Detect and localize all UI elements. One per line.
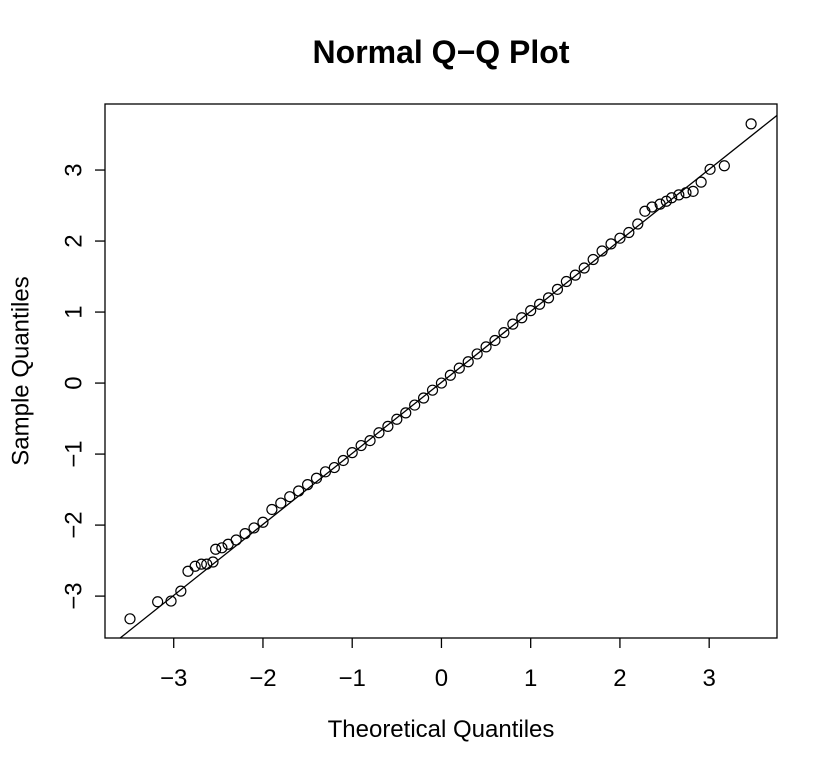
point: [152, 596, 164, 608]
point: [507, 318, 519, 330]
point: [673, 189, 685, 201]
point: [569, 269, 581, 281]
point: [587, 253, 599, 266]
y-tick-label: −1: [60, 440, 87, 467]
point: [248, 522, 260, 534]
x-tick-label: 1: [524, 665, 537, 692]
point: [293, 485, 305, 497]
point: [409, 399, 421, 411]
point: [207, 556, 219, 568]
point: [551, 283, 564, 295]
point: [623, 226, 635, 239]
point: [435, 377, 448, 389]
point: [666, 192, 678, 204]
point: [605, 238, 617, 250]
point: [680, 187, 692, 199]
y-tick-label: −2: [60, 511, 87, 538]
point: [687, 185, 699, 197]
point: [257, 516, 269, 528]
point: [189, 560, 201, 572]
point: [596, 245, 608, 257]
point: [498, 327, 510, 339]
point: [230, 534, 242, 546]
point: [695, 176, 707, 188]
point: [400, 407, 412, 419]
point: [391, 413, 403, 425]
point: [542, 292, 555, 304]
point: [346, 447, 358, 459]
point: [337, 454, 349, 467]
point: [182, 565, 194, 577]
point: [480, 341, 492, 353]
point: [718, 160, 730, 172]
point: [124, 613, 136, 625]
point: [745, 118, 757, 130]
point: [417, 392, 430, 404]
y-tick-label: 0: [60, 376, 87, 389]
x-tick-label: 2: [613, 665, 626, 692]
point: [284, 491, 296, 503]
point: [216, 542, 228, 554]
x-tick-label: −2: [249, 665, 276, 692]
y-tick-label: 1: [60, 305, 87, 318]
point: [560, 275, 572, 288]
point: [534, 298, 546, 310]
point: [364, 434, 376, 447]
plot-frame: [104, 103, 778, 639]
x-tick-label: −3: [160, 665, 187, 692]
point: [382, 420, 394, 432]
point: [373, 427, 385, 439]
point: [453, 362, 465, 374]
point: [646, 201, 658, 213]
point: [175, 585, 187, 597]
y-tick-label: −3: [60, 582, 87, 609]
point: [516, 312, 528, 324]
point: [275, 497, 287, 509]
point: [632, 218, 644, 230]
point: [462, 356, 474, 368]
x-tick-label: −1: [339, 665, 366, 692]
x-axis-label: Theoretical Quantiles: [328, 716, 555, 743]
y-tick-label: 3: [60, 163, 87, 176]
point: [639, 205, 651, 217]
x-tick-label: 0: [435, 665, 448, 692]
point: [444, 369, 456, 381]
x-tick-label: 3: [702, 665, 715, 692]
point: [165, 595, 177, 607]
y-tick-label: 2: [60, 234, 87, 247]
chart-title: Normal Q−Q Plot: [313, 34, 570, 70]
point: [210, 543, 222, 555]
y-axis-label: Sample Quantiles: [7, 276, 34, 465]
point: [319, 466, 332, 478]
point: [195, 558, 207, 570]
point: [704, 163, 716, 175]
point: [578, 262, 590, 274]
point: [328, 461, 340, 474]
point: [355, 439, 367, 452]
point: [310, 472, 323, 484]
point: [614, 232, 626, 244]
point: [525, 305, 537, 317]
point: [654, 198, 666, 210]
point: [201, 558, 213, 570]
point: [471, 348, 483, 360]
point: [489, 334, 501, 347]
point: [426, 384, 439, 396]
point: [301, 479, 314, 491]
point: [266, 503, 278, 516]
point: [239, 528, 251, 540]
